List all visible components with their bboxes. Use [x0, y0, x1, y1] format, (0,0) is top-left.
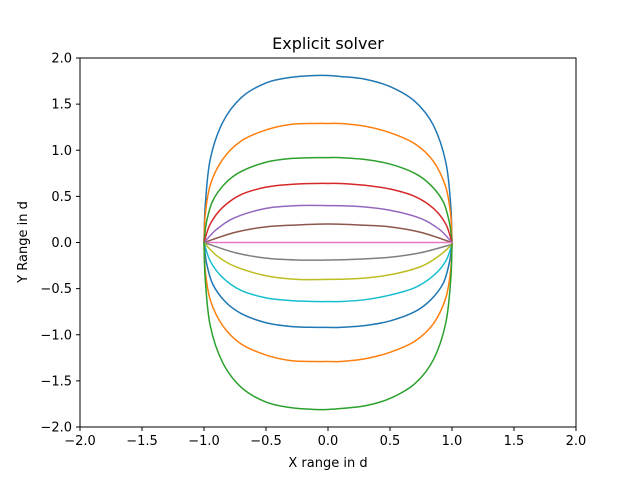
series-line-6	[203, 223, 453, 244]
x-tick-label: 1.0	[442, 434, 463, 449]
x-tick-label: −1.0	[188, 434, 220, 449]
y-axis: −2.0 −1.5 −1.0 −0.5 0.0 0.5 1.0 1.5 2.0	[40, 52, 80, 436]
y-tick-label: 0.5	[51, 190, 72, 205]
x-tick-label: 2.0	[566, 434, 587, 449]
series-line-10	[203, 241, 453, 303]
series-layer	[202, 74, 454, 411]
y-tick-label: −1.0	[40, 328, 72, 343]
x-tick-label: −0.5	[250, 434, 282, 449]
series-line-4	[203, 182, 453, 244]
series-line-11	[203, 241, 453, 329]
series-line-9	[202, 241, 454, 281]
y-tick-label: 2.0	[51, 52, 72, 67]
x-tick-label: −2.0	[64, 434, 96, 449]
series-line-8	[203, 241, 453, 261]
series-line-5	[202, 204, 454, 244]
y-tick-label: −2.0	[40, 421, 72, 436]
series-line-2	[203, 122, 453, 244]
y-tick-label: 0.0	[51, 236, 72, 251]
y-tick-label: −1.5	[40, 374, 72, 389]
chart-title: Explicit solver	[272, 34, 384, 53]
x-axis: −2.0 −1.5 −1.0 −0.5 0.0 0.5 1.0 1.5 2.0	[64, 427, 586, 449]
series-line-12	[203, 241, 453, 363]
x-tick-label: 0.5	[380, 434, 401, 449]
series-line-13	[203, 241, 453, 411]
y-tick-label: 1.0	[51, 144, 72, 159]
x-tick-label: −1.5	[126, 434, 158, 449]
y-tick-label: −0.5	[40, 282, 72, 297]
y-axis-label: Y Range in d	[16, 201, 31, 284]
x-tick-label: 1.5	[504, 434, 525, 449]
x-tick-label: 0.0	[318, 434, 339, 449]
series-line-3	[203, 156, 453, 244]
y-tick-label: 1.5	[51, 98, 72, 113]
series-line-1	[203, 74, 453, 244]
x-axis-label: X range in d	[288, 456, 367, 471]
